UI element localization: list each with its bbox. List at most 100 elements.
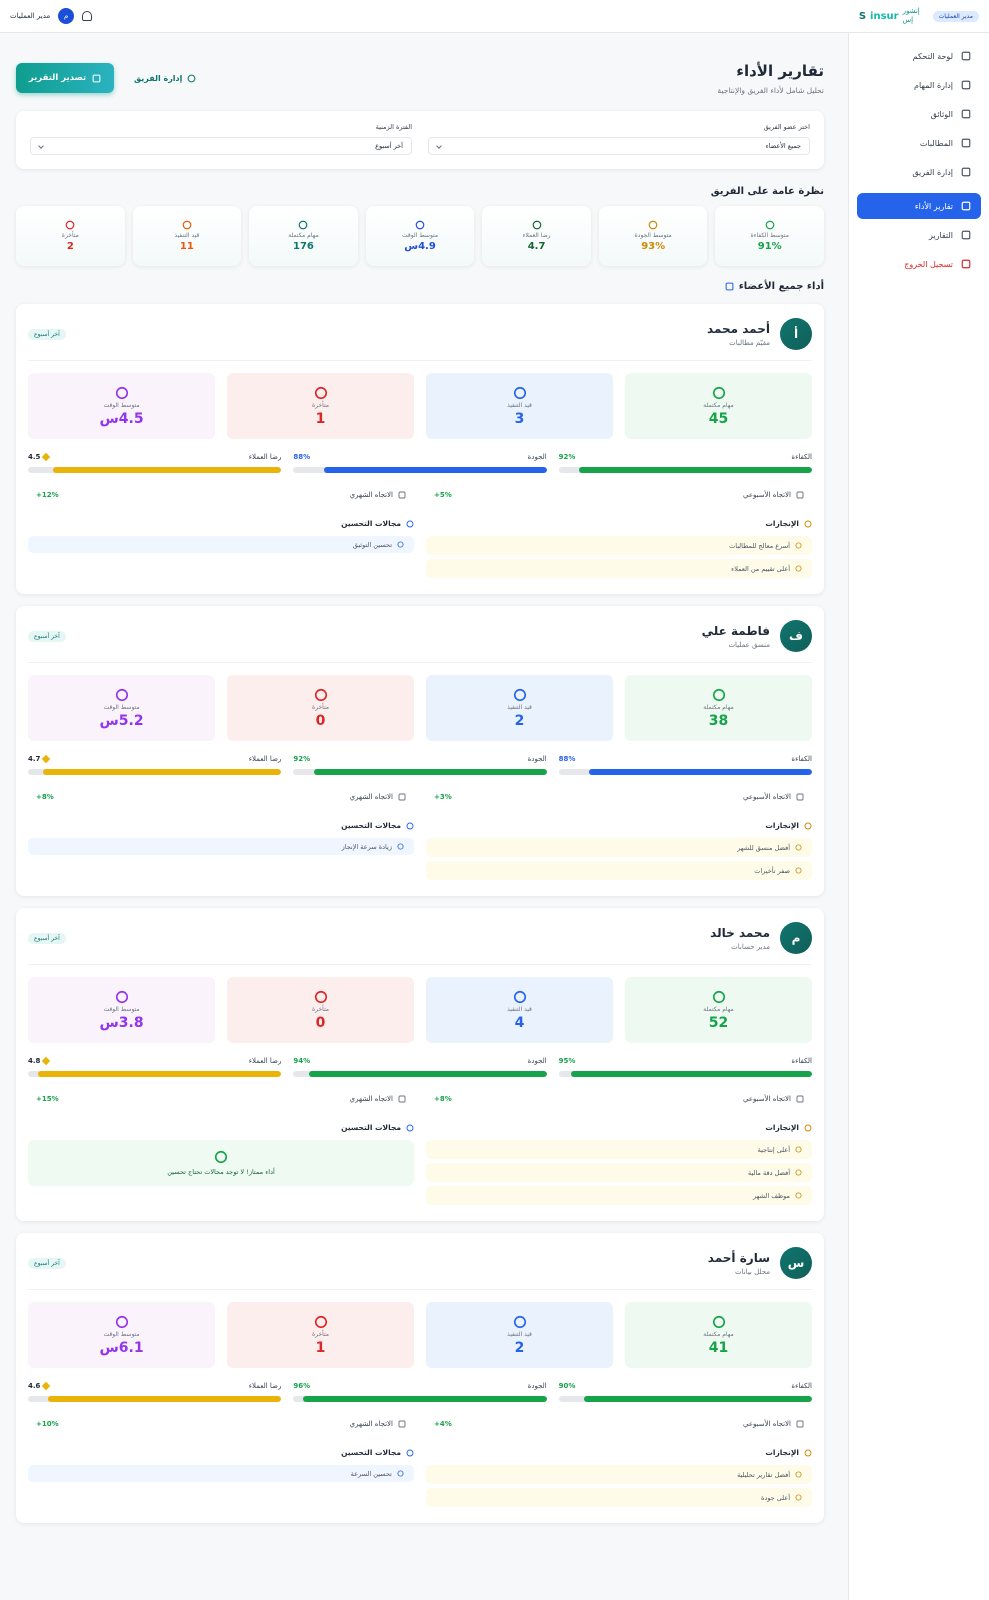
achievements-title: الإنجازات: [765, 519, 799, 528]
team-button[interactable]: إدارة الفريق: [134, 74, 196, 83]
nav-item[interactable]: تقارير الأداء: [857, 193, 981, 219]
stat-value: 3: [514, 410, 525, 427]
bar-head: رضا العملاء 4.8: [28, 1056, 282, 1066]
achievement-text: موظف الشهر: [753, 1191, 790, 1200]
overview-label: مهام مكتملة: [288, 232, 319, 239]
no-improvements-text: أداء ممتاز! لا توجد مجالات تحتاج تحسين: [167, 1168, 275, 1176]
stat-label: متوسط الوقت: [103, 1330, 140, 1338]
nav-label: التقارير: [928, 230, 953, 240]
section-head: مجالات التحسين: [28, 1123, 414, 1132]
stats: مهام مكتملة 45 قيد التنفيذ 3 متأخرة 1 متوسط ال…: [28, 373, 812, 439]
bar-track: [293, 1396, 547, 1402]
bar-fill: [578, 467, 812, 473]
bar-fill: [303, 1396, 547, 1402]
overview-card: قيد التنفيذ 11: [132, 206, 242, 266]
bar-label: الجودة: [527, 1057, 547, 1065]
bar-label: رضا العملاء: [248, 1057, 282, 1065]
export-button[interactable]: تصدير التقرير: [16, 63, 114, 93]
bar-block: الجودة 92%: [293, 755, 547, 775]
icon: [961, 138, 971, 148]
achievement-text: أفضل منسق للشهر: [737, 843, 790, 852]
logo-ar: إنشور إس: [902, 7, 920, 24]
icon: [712, 1315, 725, 1328]
stat-value: 4.5س: [99, 410, 144, 427]
improvement-text: زيادة سرعة الإنجاز: [341, 842, 392, 851]
icon: [397, 843, 404, 850]
icon: [299, 220, 308, 230]
logout[interactable]: تسجيل الخروج: [857, 251, 981, 277]
trend-label: الاتجاه الشهري: [349, 491, 393, 499]
member-card: م محمد خالد مدير حسابات آخر أسبوع مهام مكتمل…: [16, 908, 824, 1221]
select[interactable]: آخر أسبوع: [30, 137, 412, 155]
icon: [795, 1471, 802, 1478]
icon: [406, 1124, 414, 1131]
stat-label: مهام مكتملة: [703, 1005, 734, 1013]
nav-item[interactable]: التقارير: [857, 222, 981, 248]
bar-label: رضا العملاء: [248, 453, 282, 461]
icon: [961, 201, 971, 211]
bell[interactable]: [82, 11, 93, 21]
bar-head: رضا العملاء 4.5: [28, 452, 282, 462]
logo-mark: S: [858, 10, 867, 22]
improvements-title: مجالات التحسين: [341, 1448, 401, 1457]
member-avatar: ف: [780, 620, 812, 652]
trends: الاتجاه الأسبوعي +4% الاتجاه الشهري +10%: [28, 1420, 812, 1428]
icon: [406, 520, 414, 527]
rating: 4.7: [28, 754, 51, 764]
overview-title: نظرة عامة على الفريق: [710, 186, 824, 197]
stat-box: مهام مكتملة 45: [625, 373, 812, 439]
overview-card: متأخرة 2: [16, 206, 125, 266]
icon: [961, 109, 971, 119]
overview-value: 91%: [757, 241, 782, 252]
icon: [398, 1095, 406, 1103]
icon: [648, 220, 658, 230]
icon: [398, 491, 406, 499]
icon: [513, 386, 526, 399]
achievement-text: أفضل دقة مالية: [748, 1168, 790, 1177]
details: الإنجازات أسرع معالج للمطالبات أعلى تقييم …: [28, 519, 812, 582]
member-avatar: م: [780, 922, 812, 954]
overview-card: متوسط الوقت 4.9س: [365, 206, 475, 266]
stat-box: مهام مكتملة 52: [625, 977, 812, 1043]
icon: [214, 1150, 228, 1164]
bar-track: [293, 467, 547, 473]
nav-item[interactable]: إدارة الفريق: [857, 159, 981, 185]
bar-value: 88%: [558, 755, 576, 763]
trend-label: الاتجاه الشهري: [349, 1095, 393, 1103]
bar-track: [558, 1071, 812, 1077]
user-name: مدير العمليات: [10, 12, 51, 20]
stat-value: 3.8س: [99, 1014, 144, 1031]
nav-item[interactable]: المطالبات: [857, 130, 981, 156]
overview-label: قيد التنفيذ: [174, 232, 200, 239]
achievements: الإنجازات أعلى إنتاجية أفضل دقة مالية موظف …: [426, 1123, 812, 1209]
stats: مهام مكتملة 38 قيد التنفيذ 2 متأخرة 0 متوسط ال…: [28, 675, 812, 741]
bar-block: الجودة 96%: [293, 1382, 547, 1402]
stat-label: قيد التنفيذ: [507, 703, 532, 711]
bar-block: رضا العملاء 4.8: [28, 1056, 282, 1077]
period-badge: آخر أسبوع: [28, 932, 66, 944]
bar-fill: [571, 1071, 812, 1077]
achievement: أسرع معالج للمطالبات: [426, 536, 812, 555]
filters: اختر عضو الفريق جميع الأعضاء الفترة الزمني…: [16, 111, 824, 169]
nav-item[interactable]: لوحة التحكم: [857, 43, 981, 69]
nav-item[interactable]: إدارة المهام: [857, 72, 981, 98]
stat-label: متأخرة: [312, 1005, 330, 1013]
icon: [725, 282, 734, 291]
bar-head: الكفاءة 88%: [559, 755, 812, 763]
icon: [796, 793, 804, 801]
icon: [314, 990, 327, 1003]
select[interactable]: جميع الأعضاء: [428, 137, 810, 155]
bars: الكفاءة 95% الجودة 94% رضا العملاء 4.8: [28, 1056, 812, 1077]
achievement: أعلى إنتاجية: [426, 1140, 812, 1159]
bar-fill: [48, 1396, 282, 1402]
member-id: م محمد خالد مدير حسابات: [710, 922, 812, 954]
role-badge: مدير العمليات: [932, 10, 979, 22]
stat-box: متأخرة 1: [227, 1302, 414, 1368]
stat-label: متوسط الوقت: [103, 703, 140, 711]
stat-value: 5.2س: [99, 712, 144, 729]
trend: الاتجاه الشهري +15%: [28, 1095, 414, 1103]
section-head: مجالات التحسين: [28, 519, 414, 528]
nav-item[interactable]: الوثائق: [857, 101, 981, 127]
icon: [314, 688, 327, 701]
